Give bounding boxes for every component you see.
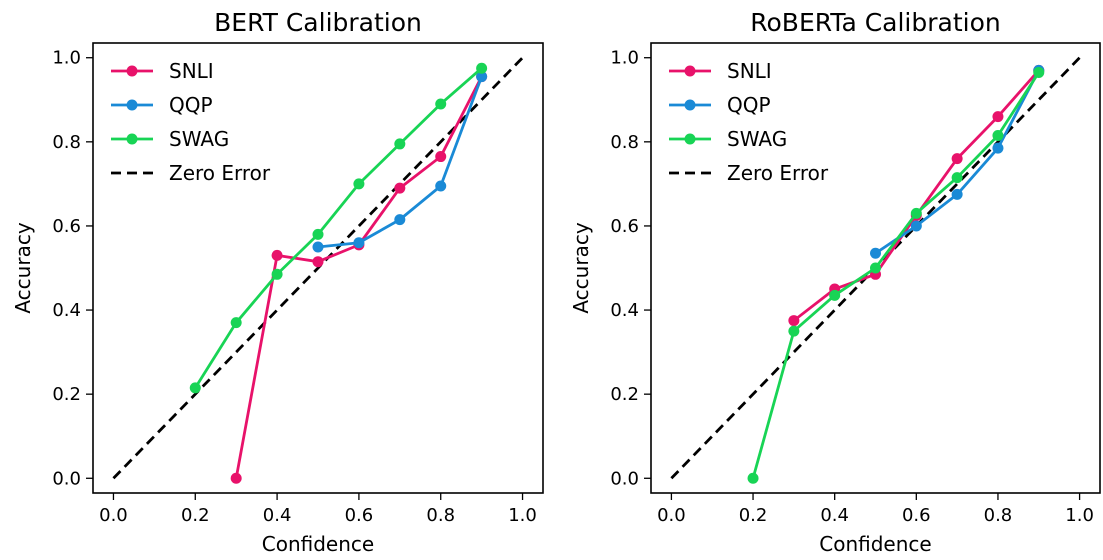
data-point-snli bbox=[312, 256, 324, 268]
series-line-snli bbox=[793, 69, 1040, 322]
data-point-qqp bbox=[312, 241, 324, 253]
data-point-swag bbox=[394, 138, 406, 150]
legend-marker-snli bbox=[684, 65, 696, 77]
y-axis-label: Accuracy bbox=[569, 222, 593, 313]
legend-label-swag: SWAG bbox=[727, 127, 787, 151]
data-point-swag bbox=[271, 268, 283, 280]
legend-label-zero-error: Zero Error bbox=[727, 161, 829, 185]
legend: SNLI QQP SWAG Zero Error bbox=[111, 59, 271, 185]
data-point-swag bbox=[312, 228, 324, 240]
x-tick-label: 0.8 bbox=[984, 505, 1013, 526]
y-axis-label: Accuracy bbox=[11, 222, 35, 313]
x-axis-label: Confidence bbox=[819, 532, 931, 556]
data-point-swag bbox=[992, 130, 1004, 142]
data-point-snli bbox=[394, 182, 406, 194]
y-tick-label: 0.2 bbox=[610, 384, 639, 405]
x-tick-label: 0.2 bbox=[739, 505, 768, 526]
data-point-swag bbox=[870, 262, 881, 274]
series-snli bbox=[788, 64, 1045, 327]
x-axis-label: Confidence bbox=[262, 532, 374, 556]
series-qqp bbox=[312, 71, 488, 253]
plot-area-frame bbox=[650, 42, 1101, 494]
legend-marker-swag bbox=[126, 133, 138, 145]
y-tick-label: 0.6 bbox=[52, 216, 81, 237]
x-tick-label: 1.0 bbox=[1065, 505, 1094, 526]
data-point-qqp bbox=[910, 220, 922, 232]
legend-label-qqp: QQP bbox=[169, 93, 213, 117]
chart-title: RoBERTa Calibration bbox=[750, 8, 1000, 37]
data-point-swag bbox=[230, 317, 242, 329]
y-tick-label: 1.0 bbox=[52, 48, 81, 69]
y-tick-label: 0.6 bbox=[610, 216, 639, 237]
series-zero-error bbox=[112, 56, 524, 480]
data-point-swag bbox=[476, 62, 488, 74]
legend-marker-swag bbox=[684, 133, 696, 145]
data-point-qqp bbox=[476, 71, 488, 83]
x-tick-label: 1.0 bbox=[508, 505, 537, 526]
data-point-qqp bbox=[435, 180, 447, 192]
data-point-qqp bbox=[353, 237, 365, 249]
y-tick-label: 0.8 bbox=[610, 132, 639, 153]
data-point-swag bbox=[189, 382, 201, 394]
data-point-snli bbox=[992, 111, 1004, 123]
y-tick-label: 0.4 bbox=[52, 300, 81, 321]
legend-marker-qqp bbox=[684, 99, 696, 111]
data-point-snli bbox=[951, 153, 963, 165]
y-tick-label: 0.4 bbox=[610, 300, 639, 321]
data-point-swag bbox=[829, 289, 841, 301]
x-tick-label: 0.8 bbox=[426, 505, 455, 526]
legend-label-snli: SNLI bbox=[727, 59, 772, 83]
series-swag bbox=[189, 62, 488, 394]
chart-panel-2: RoBERTa Calibration 0.0 0.2 0.4 0.6 0.8 1.0 0.0… bbox=[569, 8, 1101, 556]
x-tick-label: 0.6 bbox=[345, 505, 374, 526]
legend-marker-qqp bbox=[126, 99, 138, 111]
legend-label-zero-error: Zero Error bbox=[169, 161, 271, 185]
legend-label-swag: SWAG bbox=[169, 127, 229, 151]
y-tick-label: 1.0 bbox=[610, 48, 639, 69]
plot-area-frame bbox=[92, 42, 544, 494]
chart-panel-1: BERT Calibration 0.0 0.2 0.4 0.6 0.8 1.0 0.0 0.2… bbox=[11, 8, 544, 556]
data-point-snli bbox=[788, 315, 800, 327]
y-tick-label: 0.0 bbox=[52, 468, 81, 489]
data-point-swag bbox=[747, 472, 759, 484]
x-tick-label: 0.4 bbox=[263, 505, 292, 526]
data-point-swag bbox=[435, 98, 447, 110]
y-tick-label: 0.0 bbox=[610, 468, 639, 489]
x-tick-label: 0.4 bbox=[820, 505, 849, 526]
data-point-snli bbox=[435, 151, 447, 163]
data-point-qqp bbox=[992, 142, 1004, 154]
legend-marker-snli bbox=[126, 65, 138, 77]
y-tick-label: 0.2 bbox=[52, 384, 81, 405]
legend-label-qqp: QQP bbox=[727, 93, 771, 117]
data-point-swag bbox=[788, 325, 800, 337]
data-point-qqp bbox=[951, 188, 963, 200]
x-tick-label: 0.0 bbox=[99, 505, 128, 526]
chart-title: BERT Calibration bbox=[214, 8, 422, 37]
data-point-snli bbox=[271, 249, 283, 261]
data-point-swag bbox=[951, 172, 963, 184]
data-point-snli bbox=[230, 472, 242, 484]
x-tick-label: 0.0 bbox=[657, 505, 686, 526]
legend: SNLI QQP SWAG Zero Error bbox=[669, 59, 829, 185]
x-tick-label: 0.6 bbox=[902, 505, 931, 526]
series-line-zero-error bbox=[112, 56, 524, 480]
legend-label-snli: SNLI bbox=[169, 59, 214, 83]
data-point-swag bbox=[1033, 66, 1045, 78]
x-tick-label: 0.2 bbox=[181, 505, 210, 526]
series-line-swag bbox=[751, 71, 1040, 479]
data-point-qqp bbox=[394, 214, 406, 226]
series-swag bbox=[747, 66, 1045, 484]
data-point-qqp bbox=[870, 247, 881, 259]
series-qqp bbox=[870, 64, 1045, 259]
y-tick-label: 0.8 bbox=[52, 132, 81, 153]
data-point-swag bbox=[353, 178, 365, 190]
series-line-swag bbox=[194, 67, 483, 389]
data-point-swag bbox=[910, 207, 922, 219]
